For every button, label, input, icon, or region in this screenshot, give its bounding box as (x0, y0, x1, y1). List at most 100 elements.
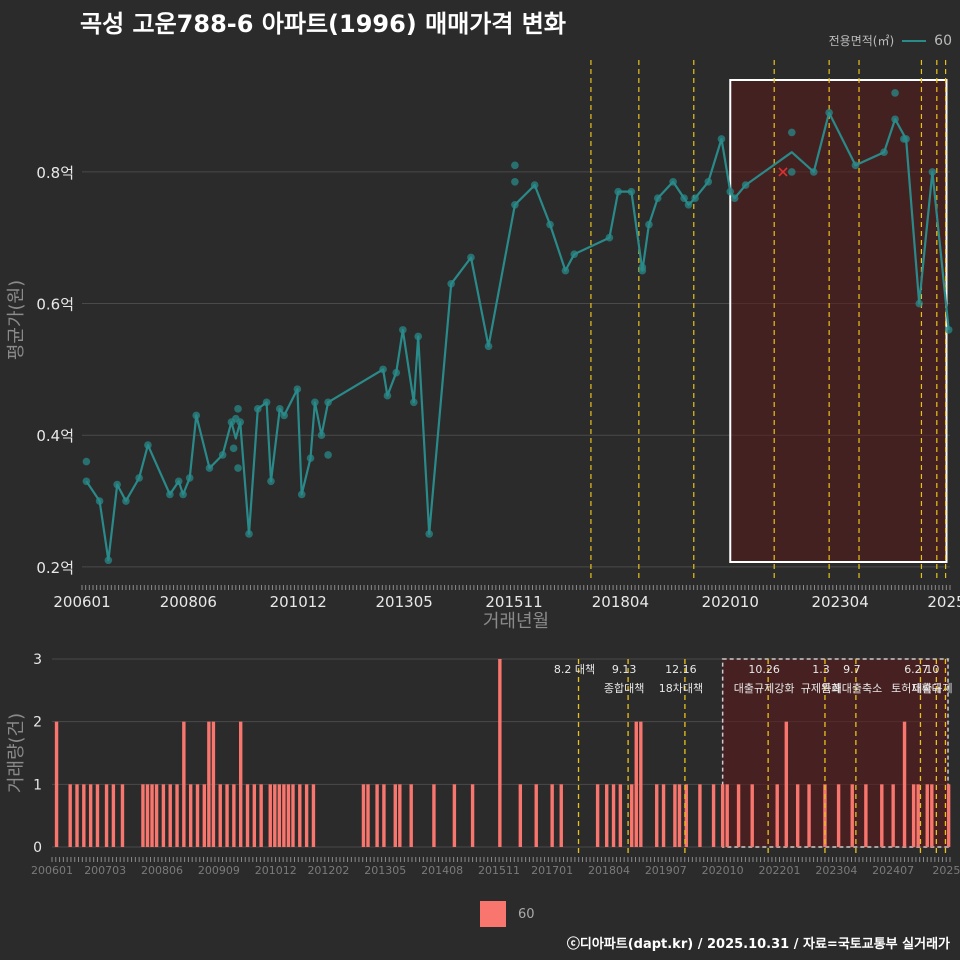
volume-bar (711, 784, 716, 847)
x-tick-label: 201804 (592, 593, 649, 611)
volume-bar (291, 784, 295, 847)
y-tick-label: 0.6억 (36, 296, 74, 314)
price-line (85, 111, 950, 562)
volume-bar (398, 784, 402, 847)
volume-bar (75, 784, 79, 847)
volume-bar (54, 721, 59, 847)
volume-bar (393, 784, 397, 847)
policy-name-label: 대출규제 (912, 682, 952, 695)
volume-bar (161, 784, 166, 847)
volume-bar (807, 784, 811, 847)
policy-name-label: 특례대출축소 (822, 682, 883, 695)
bar-y-tick-label: 0 (33, 840, 42, 856)
volume-bar (188, 784, 193, 847)
volume-bar (375, 784, 379, 847)
volume-bar (452, 784, 457, 847)
volume-bar (154, 784, 159, 847)
chart-title: 곡성 고운788-6 아파트(1996) 매매가격 변화 (80, 10, 566, 38)
price-point (82, 457, 91, 466)
policy-name-label: 18차대책 (659, 682, 703, 695)
policy-date-label: 6.27 (904, 663, 929, 676)
volume-bar (225, 784, 229, 847)
policy-date-label: 12.16 (665, 663, 697, 676)
volume-bar (141, 784, 145, 847)
volume-bar (286, 784, 291, 847)
bar-x-tick-label: 202407 (872, 864, 914, 877)
price-point (511, 161, 519, 170)
bar-x-tick-label: 200806 (141, 864, 183, 877)
volume-bar (111, 784, 116, 847)
volume-bar (725, 784, 729, 847)
volume-bar (775, 784, 779, 847)
policy-date-label: 1.3 (812, 663, 830, 676)
volume-bar (88, 784, 93, 847)
volume-bar (95, 784, 100, 847)
volume-bar (409, 784, 413, 847)
volume-bar (559, 784, 563, 847)
bar-y-tick-label: 1 (33, 777, 42, 793)
volume-bar (238, 721, 243, 847)
volume-bar (795, 784, 800, 847)
price-point (511, 177, 519, 186)
volume-bar (68, 784, 72, 847)
policy-date-label: 9.7 (843, 663, 861, 676)
volume-bar (595, 784, 600, 847)
policy-date-label: 9.13 (612, 663, 637, 676)
volume-bar (195, 784, 200, 847)
price-point (324, 451, 332, 459)
volume-bar (684, 784, 688, 847)
bar-x-tick-label: 201408 (421, 864, 463, 877)
bar-x-tick-label: 202304 (815, 864, 857, 877)
y-tick-label: 0.2억 (36, 559, 74, 577)
volume-bar (864, 784, 868, 847)
price-point (229, 444, 238, 453)
x-tick-label: 200601 (53, 593, 110, 611)
volume-bar (366, 784, 370, 847)
y-tick-label: 0.4억 (36, 427, 74, 445)
bar-x-tick-label: 201202 (307, 864, 349, 877)
volume-bar (82, 784, 86, 847)
volume-bar (673, 784, 677, 847)
volume-bar (850, 784, 854, 847)
volume-bar (150, 784, 154, 847)
price-point (891, 89, 899, 97)
policy-name-label: 종합대책 (604, 682, 644, 695)
volume-bar (470, 784, 475, 847)
bar-legend-label: 60 (518, 906, 535, 922)
highlight-box (729, 79, 948, 563)
bar-y-tick-label: 2 (33, 715, 42, 731)
y-axis-title: 평균가(원) (6, 280, 27, 360)
volume-bar (304, 784, 309, 847)
legend-title: 전용면적(㎡) (828, 34, 895, 48)
bar-x-tick-label: 201701 (531, 864, 573, 877)
volume-bar (698, 784, 702, 847)
volume-bar (259, 784, 263, 847)
volume-bar (946, 784, 951, 847)
bar-y-tick-label: 3 (33, 652, 42, 668)
policy-name-label: 규제완화 (801, 682, 841, 695)
volume-bar (218, 784, 222, 847)
bar-x-tick-label: 201511 (478, 864, 520, 877)
bar-x-tick-label: 2025 (932, 864, 960, 877)
volume-bar (880, 784, 884, 847)
volume-bar (498, 659, 502, 847)
volume-bar (534, 784, 538, 847)
volume-bar (311, 784, 316, 847)
bar-x-tick-label: 202201 (758, 864, 800, 877)
volume-bar (605, 784, 609, 847)
volume-bar (104, 784, 109, 847)
price-point (787, 128, 796, 137)
volume-bar (432, 784, 436, 847)
marker-x (778, 167, 788, 177)
volume-bar (245, 784, 250, 847)
volume-bar (361, 784, 366, 847)
legend-item-60: 60 (934, 32, 952, 49)
policy-date-label: 10 (925, 663, 939, 676)
policy-name-label: 대출규제강화 (734, 682, 795, 695)
price-point (234, 405, 242, 413)
x-tick-label: 201511 (485, 593, 542, 611)
volume-bar (661, 784, 666, 847)
bar-x-tick-label: 200909 (198, 864, 240, 877)
policy-name-label: 토허제확대 (891, 682, 942, 695)
volume-bar (282, 784, 286, 847)
